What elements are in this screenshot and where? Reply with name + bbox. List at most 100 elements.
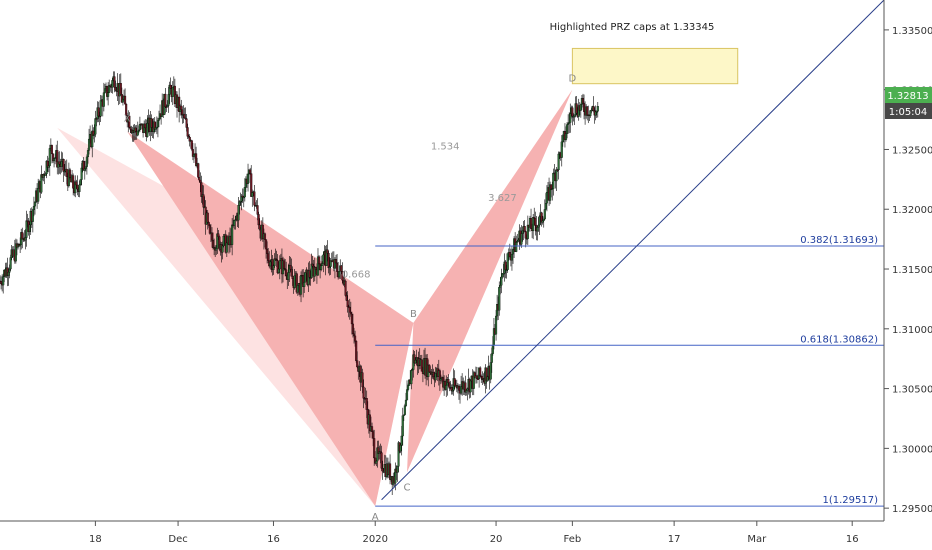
candle	[50, 144, 53, 164]
candle-body	[47, 165, 50, 168]
candle	[479, 366, 482, 379]
plot-area[interactable]: 0.382(1.31693) 0.618(1.30862) 1(1.29517) X…	[0, 0, 885, 523]
candle-body	[296, 285, 299, 293]
candle-body	[215, 248, 218, 251]
candle	[356, 351, 359, 369]
candle-body	[156, 120, 159, 128]
candle	[506, 253, 509, 273]
candle-body	[420, 359, 423, 372]
candle	[37, 178, 40, 204]
candle-body	[515, 242, 518, 252]
candle	[164, 87, 167, 114]
candle	[504, 259, 507, 279]
y-tick-label: 1.30000	[892, 444, 932, 455]
candle-body	[246, 173, 250, 184]
candle-body	[134, 127, 137, 132]
candle-body	[290, 268, 293, 277]
candle	[80, 163, 83, 186]
candle-body	[542, 218, 545, 221]
candle	[53, 158, 56, 168]
y-tick-label: 1.31500	[892, 265, 932, 276]
candle-body	[453, 378, 456, 387]
candle-body	[243, 187, 246, 198]
candle-body	[191, 149, 194, 157]
candle	[370, 422, 374, 439]
candle-body	[62, 159, 65, 172]
candle-body	[9, 257, 12, 270]
candle-body	[75, 181, 78, 186]
candle-body	[253, 191, 256, 206]
candle	[68, 167, 72, 180]
candle-body	[249, 169, 252, 174]
candle	[206, 209, 209, 230]
candle-body	[551, 188, 554, 191]
candle	[78, 180, 81, 198]
candle	[246, 163, 250, 192]
candle	[295, 271, 298, 294]
candle-body	[491, 344, 494, 354]
candle	[529, 208, 533, 229]
candle	[373, 429, 376, 466]
x-tick-label: Dec	[168, 534, 187, 545]
candle	[498, 281, 501, 316]
time-axis[interactable]: 18 Dec 16 2020 20 Feb 17 Mar 16	[89, 521, 859, 545]
candle	[475, 367, 479, 384]
candle-body	[129, 127, 132, 130]
candle-body	[208, 225, 211, 234]
candle-body	[137, 129, 140, 132]
candle	[303, 271, 306, 293]
candle-body	[80, 167, 83, 180]
candle	[420, 354, 423, 372]
pattern-point-label: X	[124, 114, 131, 125]
candle	[231, 218, 234, 256]
candle-body	[242, 196, 245, 199]
candle-body	[581, 98, 585, 104]
pattern-inner-triangle	[127, 131, 414, 507]
candle-body	[231, 224, 234, 245]
candle	[107, 82, 110, 106]
candle	[325, 244, 328, 266]
candle	[560, 135, 563, 167]
candle-body	[411, 369, 414, 371]
candle-body	[102, 92, 105, 107]
candle-body	[314, 267, 317, 270]
candle	[555, 166, 558, 192]
candle	[150, 114, 153, 137]
pattern-point-label: B	[410, 309, 417, 320]
candle-body	[128, 115, 131, 128]
candle-body	[65, 168, 68, 177]
y-tick-label: 1.32000	[892, 205, 932, 216]
candle-body	[508, 252, 511, 258]
candle	[250, 165, 253, 197]
candle-body	[264, 239, 268, 250]
candle-body	[180, 105, 183, 110]
candle	[48, 144, 51, 176]
candle-body	[107, 92, 110, 97]
x-tick-label: 16	[267, 534, 280, 545]
candle	[589, 110, 592, 118]
candle-body	[460, 386, 463, 394]
candle	[168, 81, 171, 104]
candle	[341, 262, 344, 284]
candle	[76, 175, 79, 196]
candle-body	[186, 127, 189, 137]
candle	[523, 219, 526, 233]
candle-body	[31, 209, 34, 222]
candle-body	[351, 323, 355, 335]
candle	[278, 255, 281, 280]
candle-body	[479, 367, 482, 377]
candle-body	[284, 268, 287, 270]
candle-body	[555, 169, 558, 182]
candle-body	[404, 399, 408, 406]
pattern-ratio-label: 3.627	[488, 193, 517, 204]
candle-body	[171, 87, 174, 97]
y-tick-label: 1.30500	[892, 385, 932, 396]
candle-body	[0, 281, 3, 285]
candle-body	[403, 405, 406, 415]
candle-body	[119, 83, 122, 95]
candle-body	[48, 148, 51, 166]
candle-body	[561, 135, 564, 143]
candle-body	[524, 231, 527, 239]
candle	[329, 258, 332, 275]
